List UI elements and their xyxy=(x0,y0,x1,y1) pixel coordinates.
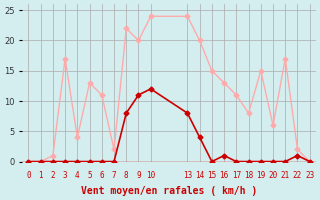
X-axis label: Vent moyen/en rafales ( km/h ): Vent moyen/en rafales ( km/h ) xyxy=(81,186,257,196)
